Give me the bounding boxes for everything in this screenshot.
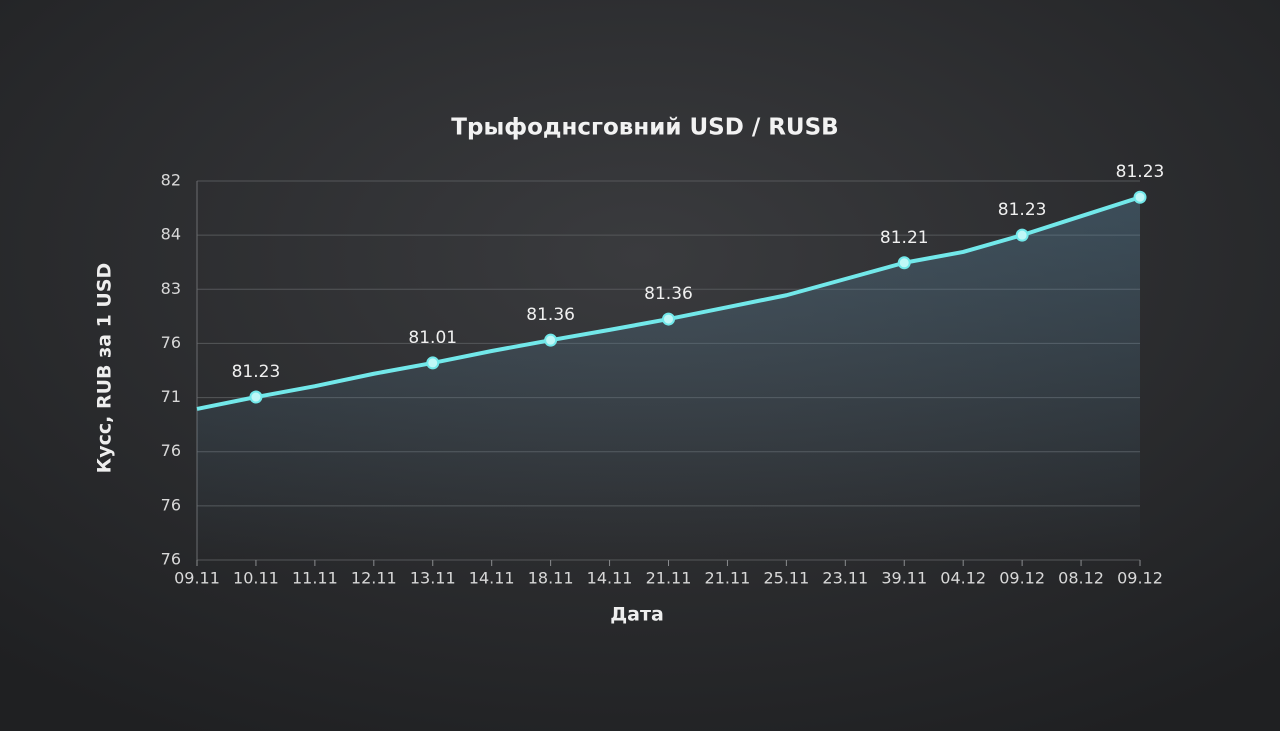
data-label: 81.01 [408,328,457,348]
y-tick-label: 76 [161,495,181,514]
y-tick-label: 76 [161,550,181,569]
x-tick-label: 09.11 [174,569,220,588]
y-tick-label: 71 [161,387,181,406]
data-label: 81.36 [644,284,693,304]
x-tick-label: 09.12 [1117,569,1163,588]
x-tick-label: 11.11 [292,569,338,588]
y-tick-label: 76 [161,441,181,460]
point [249,390,263,404]
x-tick-label: 09.12 [999,569,1045,588]
point [1015,228,1029,242]
x-tick-label: 25.11 [763,569,809,588]
y-tick-label: 82 [161,171,181,190]
x-tick-label: 18.11 [528,569,574,588]
data-label: 81.23 [232,362,281,382]
chart-title: Трыфоднсговний USD / RUSB [451,115,838,141]
x-tick-label: 10.11 [233,569,279,588]
x-tick-label: 12.11 [351,569,397,588]
x-tick-label: 21.11 [646,569,692,588]
x-tick-label: 14.11 [587,569,633,588]
x-tick-label: 04.12 [940,569,986,588]
x-axis-label: Дата [610,604,664,626]
data-label: 81.23 [1116,162,1165,182]
y-tick-label: 83 [161,279,181,298]
y-tick-label: 84 [161,225,181,244]
y-tick-label: 76 [161,333,181,352]
area [197,197,1140,560]
point [1133,190,1147,204]
point [426,356,440,370]
point [662,312,675,326]
x-tick-label: 14.11 [469,569,515,588]
x-tick-label: 21.11 [705,569,751,588]
point [897,256,911,270]
data-label: 81.36 [526,305,575,325]
data-label: 81.23 [998,200,1047,220]
x-tick-label: 23.11 [822,569,868,588]
x-tick-label: 39.11 [881,569,927,588]
x-tick-label: 08.12 [1058,569,1104,588]
x-tick-label: 13.11 [410,569,456,588]
data-label: 81.21 [880,228,929,248]
y-axis-label: Кусс, RUB за 1 USD [94,263,116,474]
point [544,333,558,347]
